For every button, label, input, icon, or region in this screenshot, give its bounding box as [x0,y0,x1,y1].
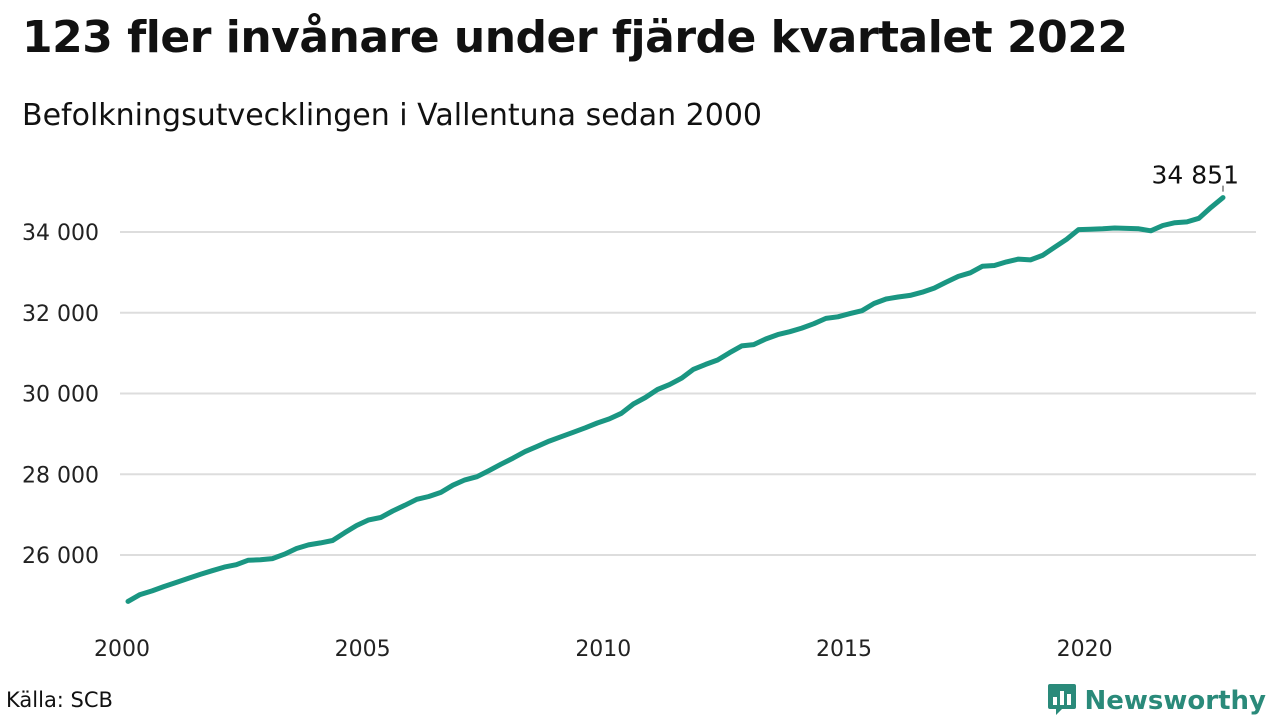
series-layer [125,195,1226,604]
chart-title: 123 fler invånare under fjärde kvartalet… [22,12,1128,63]
source-note: Källa: SCB [6,688,113,712]
x-tick-label: 2005 [335,637,391,662]
chart-subtitle: Befolkningsutvecklingen i Vallentuna sed… [22,98,762,133]
grid-lines [120,231,1256,556]
brand-logo[interactable]: Newsworthy [1047,682,1266,720]
y-tick-label: 28 000 [22,463,99,488]
x-tick-label: 2015 [816,637,872,662]
x-tick-label: 2000 [94,637,150,662]
x-axis-tick-labels: 2000 2005 2010 2015 2020 [94,637,1113,662]
y-axis-tick-labels: 26 000 28 000 30 000 32 000 34 000 [22,221,99,569]
newsworthy-chart-bubble-icon [1047,682,1077,720]
x-tick-label: 2020 [1057,637,1113,662]
last-value-label: 34 851 [1152,161,1239,190]
y-tick-label: 30 000 [22,383,99,408]
x-tick-label: 2010 [575,637,631,662]
y-tick-label: 34 000 [22,221,99,246]
brand-name: Newsworthy [1084,686,1266,716]
series-line [125,195,1226,604]
y-tick-label: 26 000 [22,544,99,569]
annotation-layer: 34 851 [1152,161,1239,192]
y-tick-label: 32 000 [22,302,99,327]
